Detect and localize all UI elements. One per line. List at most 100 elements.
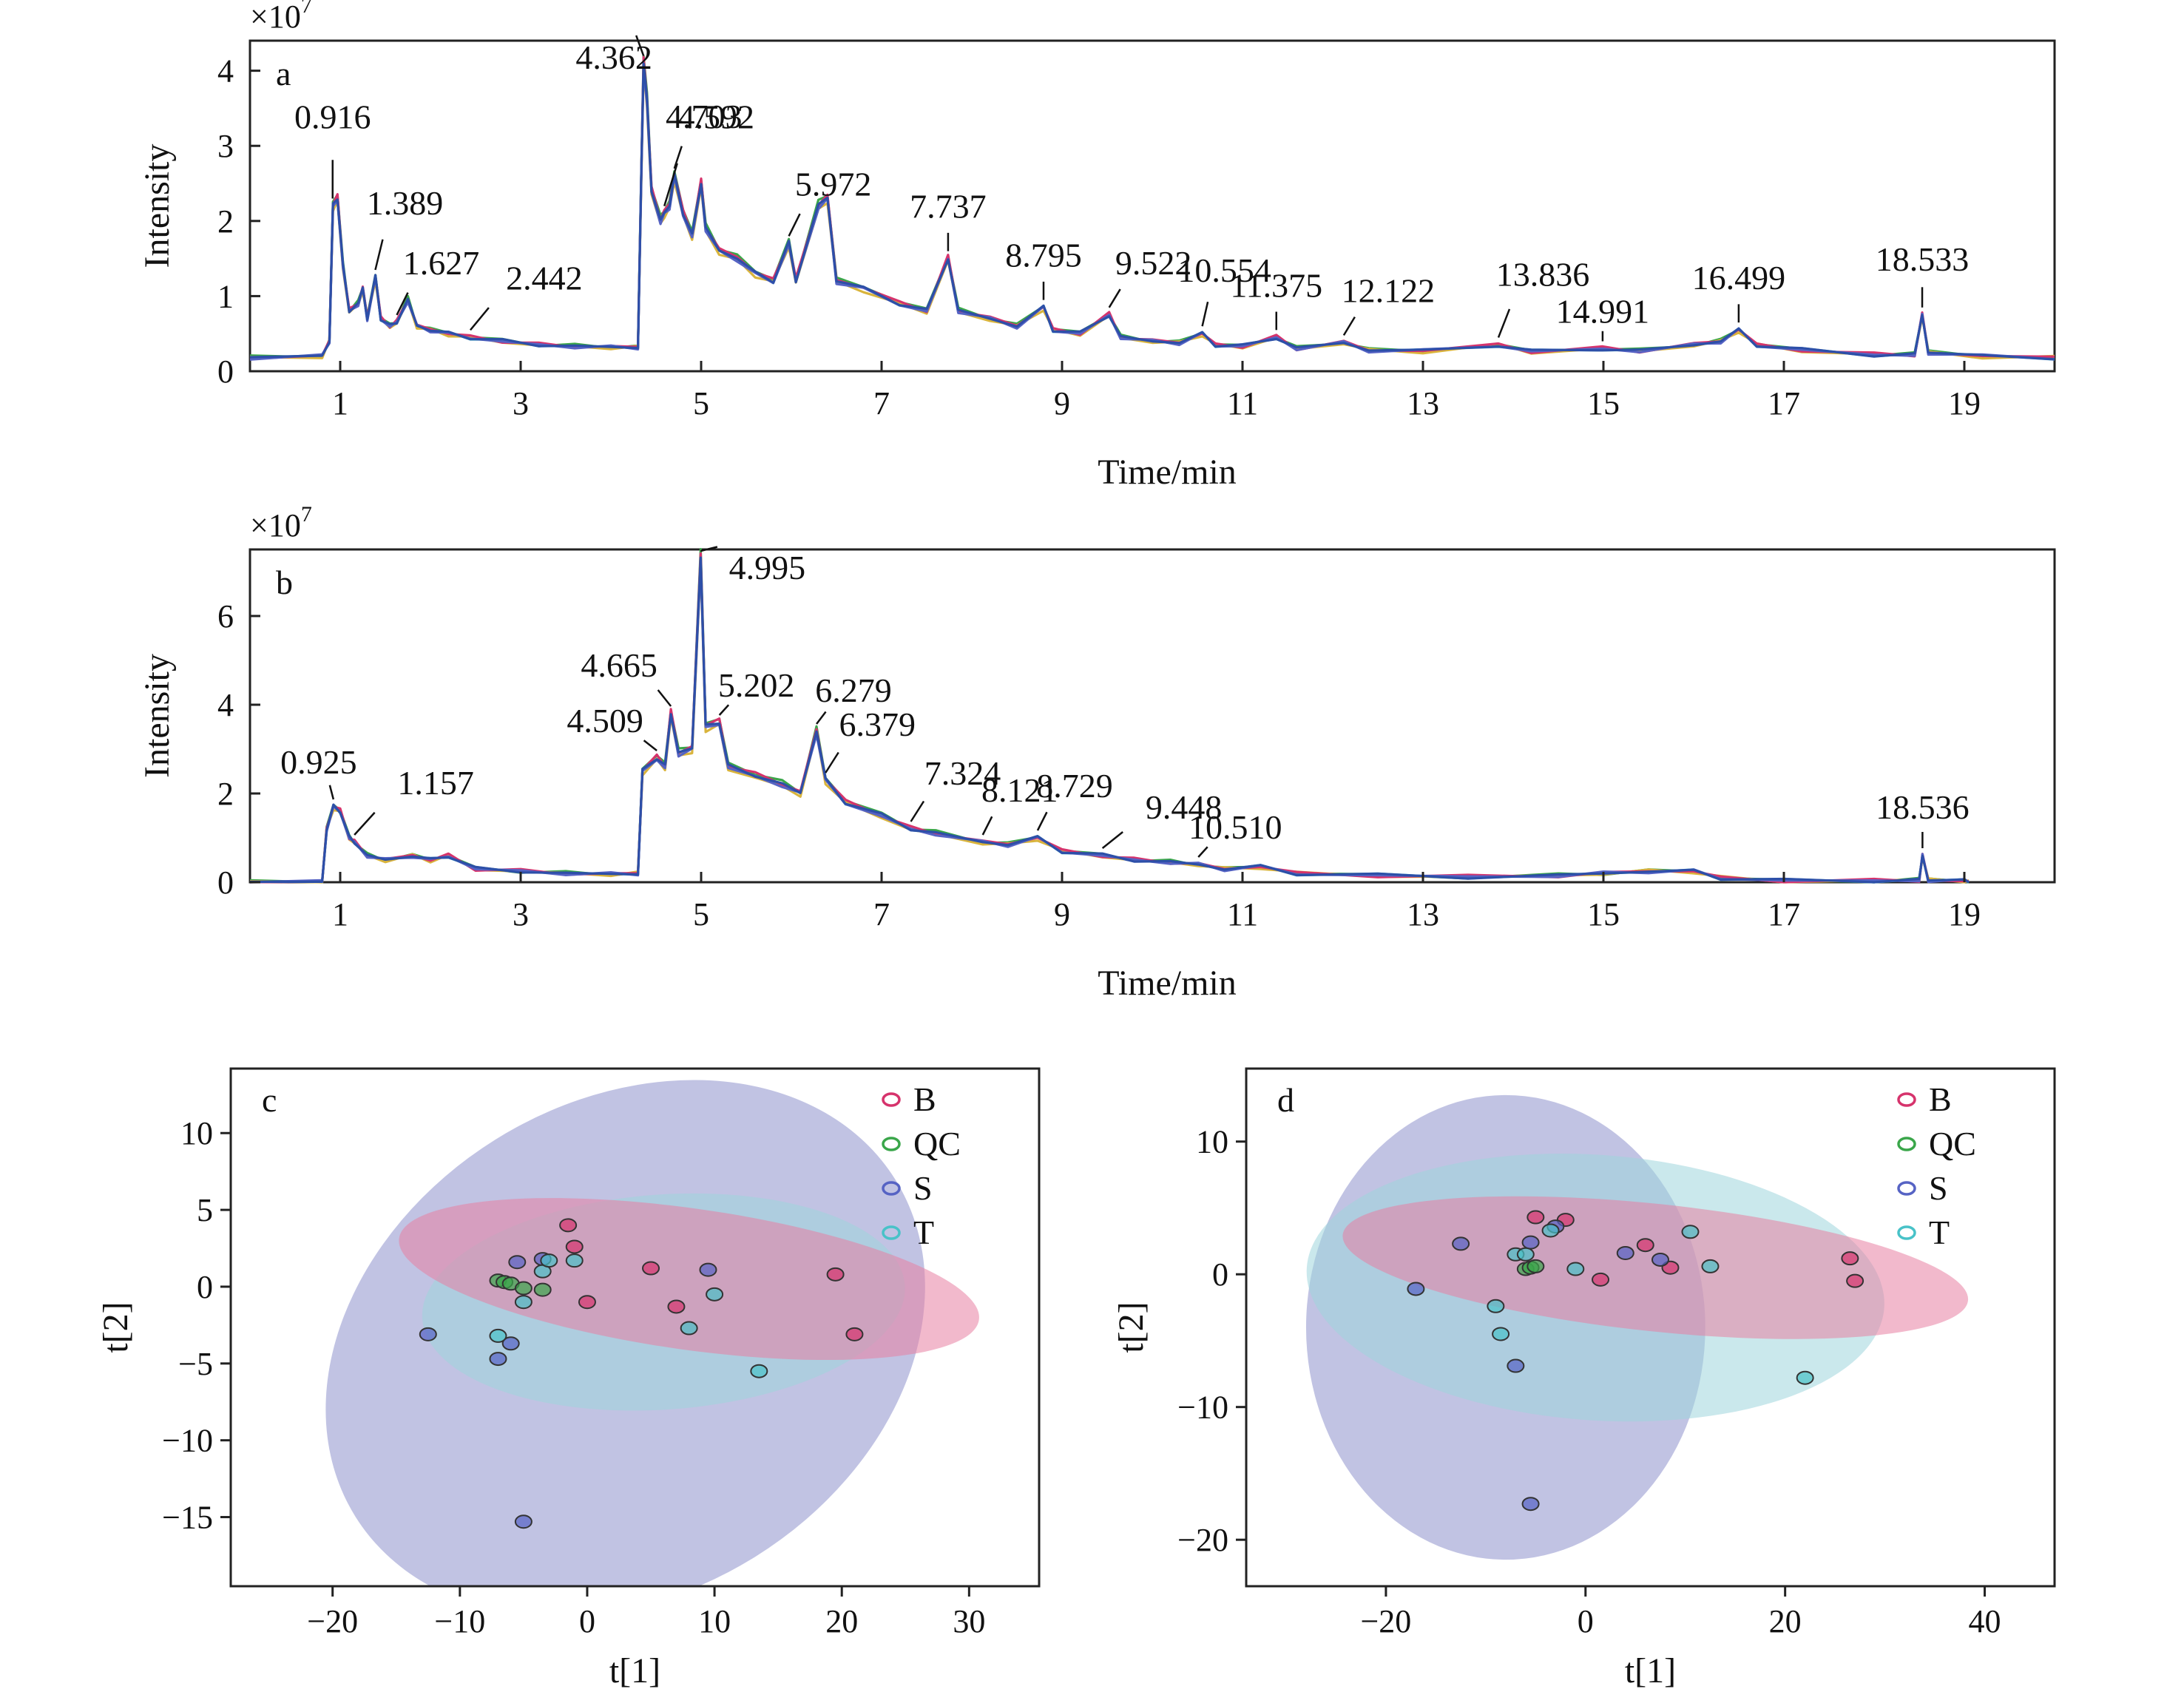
peak-leader — [1101, 831, 1123, 849]
legend-label: B — [1929, 1080, 1952, 1118]
peak-leader — [718, 704, 730, 716]
y-tick-label: 6 — [217, 598, 234, 634]
y-multiplier-base: ×10 — [250, 0, 301, 35]
score-point-S — [501, 1336, 520, 1351]
score-point-B — [1636, 1238, 1654, 1253]
peak-label: 13.836 — [1496, 255, 1590, 293]
peak-label: 1.157 — [397, 764, 474, 802]
y-tick-label: −20 — [1177, 1522, 1228, 1558]
y-tick-label: 0 — [197, 1269, 213, 1305]
legend-marker-QC — [882, 1137, 901, 1151]
peak-label: 8.121 — [981, 771, 1058, 809]
peak-leader — [354, 811, 376, 836]
score-point-T — [1681, 1225, 1700, 1239]
x-tick-label: −20 — [307, 1603, 358, 1639]
chromatogram-panel-a: 1 3 5 7 9 11 13 15 17 1901234×107Time/minIntensit… — [138, 0, 2056, 492]
score-point-T — [514, 1295, 533, 1310]
plot-frame — [229, 1067, 1041, 1588]
x-tick-label: 11 — [1227, 385, 1258, 422]
score-point-T — [565, 1253, 584, 1268]
peak-label: 8.795 — [1005, 237, 1082, 274]
plot-frame — [1245, 1067, 2056, 1588]
y-axis-label: Intensity — [138, 654, 177, 778]
score-point-S — [1407, 1282, 1425, 1296]
y-tick-label: 2 — [217, 203, 234, 240]
peak-leader — [673, 146, 683, 169]
x-axis-label: t[1] — [609, 1651, 660, 1689]
peak-leader — [374, 239, 384, 271]
score-point-S — [508, 1255, 527, 1270]
sample-trace — [249, 561, 1970, 884]
peak-label: 11.375 — [1230, 266, 1322, 304]
y-tick-label: 0 — [1212, 1256, 1228, 1293]
peak-leader — [981, 816, 993, 836]
x-tick-label: 17 — [1768, 385, 1800, 422]
peak-leader — [1108, 288, 1121, 308]
y-tick-label: −10 — [1177, 1390, 1228, 1426]
peak-label: 14.991 — [1556, 293, 1650, 331]
x-tick-label: 30 — [953, 1603, 985, 1639]
y-tick-label: 10 — [180, 1115, 213, 1151]
legend-marker-B — [882, 1092, 901, 1107]
legend-marker-B — [1897, 1092, 1916, 1107]
peak-label: 12.122 — [1342, 271, 1436, 309]
y-multiplier-exponent: 7 — [301, 502, 312, 527]
sample-trace — [249, 558, 1970, 884]
legend-marker-S — [882, 1181, 901, 1196]
score-point-S — [514, 1514, 533, 1529]
peak-label: 4.703 — [666, 98, 743, 135]
x-tick-label: 9 — [1054, 896, 1070, 932]
legend-label: T — [1929, 1214, 1950, 1251]
score-plot-panel-d: −20 0 20 40 10 0 −10 −20 t[1] t[2] d B QC ST — [1112, 1067, 2056, 1689]
peak-label: 1.627 — [403, 244, 480, 282]
peak-leader — [396, 292, 409, 316]
x-tick-label: −20 — [1360, 1603, 1411, 1639]
peak-leader — [1036, 811, 1048, 831]
peak-leader — [1342, 316, 1356, 336]
x-tick-label: 20 — [1769, 1603, 1802, 1639]
legend: B QC ST — [882, 1080, 961, 1251]
legend-marker-QC — [1897, 1137, 1916, 1151]
score-point-S — [1651, 1252, 1669, 1267]
score-point-B — [565, 1239, 584, 1254]
peak-leader — [825, 751, 839, 774]
score-point-B — [845, 1327, 864, 1341]
peak-leader — [910, 800, 925, 822]
peak-label: 0.925 — [280, 743, 357, 781]
peak-label: 4.509 — [567, 702, 643, 739]
score-point-T — [750, 1364, 768, 1378]
score-point-S — [1521, 1235, 1540, 1250]
score-point-T — [1516, 1247, 1535, 1262]
peak-label: 18.536 — [1876, 788, 1970, 826]
y-tick-label: 0 — [217, 864, 234, 901]
score-point-T — [706, 1287, 724, 1302]
score-point-S — [1521, 1497, 1540, 1512]
x-tick-label: 3 — [513, 896, 529, 932]
sample-trace — [249, 66, 2055, 361]
x-tick-label: 9 — [1054, 385, 1070, 422]
y-multiplier-exponent: 7 — [301, 0, 312, 18]
peak-leader — [1201, 301, 1209, 327]
y-axis-label: t[2] — [96, 1302, 135, 1353]
legend-label: S — [1929, 1169, 1948, 1207]
sample-trace — [249, 562, 1970, 884]
legend-label: B — [913, 1080, 936, 1118]
score-point-S — [489, 1352, 507, 1367]
score-point-T — [1492, 1327, 1510, 1341]
y-multiplier-base: ×10 — [250, 507, 301, 544]
peak-label: 7.324 — [924, 754, 1001, 792]
x-tick-label: 0 — [579, 1603, 595, 1639]
plot-frame — [249, 548, 2056, 884]
x-axis-label: t[1] — [1625, 1651, 1676, 1689]
score-point-S — [1507, 1358, 1525, 1373]
peak-label: 4.592 — [677, 98, 754, 136]
y-multiplier: ×107 — [250, 0, 312, 35]
y-multiplier: ×107 — [250, 502, 312, 544]
x-tick-label: 13 — [1407, 385, 1439, 422]
sample-trace — [249, 62, 2055, 361]
x-tick-label: 1 — [332, 896, 348, 932]
legend-marker-T — [882, 1225, 901, 1240]
peak-leader — [788, 213, 801, 237]
peak-label: 0.916 — [294, 98, 371, 136]
peak-leader — [657, 689, 672, 707]
